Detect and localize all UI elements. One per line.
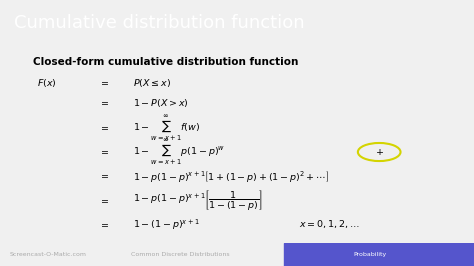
Text: $=$: $=$ — [99, 172, 109, 181]
Text: Probability: Probability — [353, 252, 386, 257]
Text: $1 - \sum_{w=x+1}^{\infty} p(1-p)^w$: $1 - \sum_{w=x+1}^{\infty} p(1-p)^w$ — [133, 138, 225, 167]
Text: $1 - (1-p)^{x+1}$: $1 - (1-p)^{x+1}$ — [133, 217, 200, 232]
FancyBboxPatch shape — [284, 243, 474, 266]
Text: $1 - \sum_{w=x+1}^{\infty} f(w)$: $1 - \sum_{w=x+1}^{\infty} f(w)$ — [133, 113, 200, 143]
Text: $=$: $=$ — [99, 98, 109, 107]
Text: $1 - p(1-p)^{x+1}\left[\dfrac{1}{1-(1-p)}\right]$: $1 - p(1-p)^{x+1}\left[\dfrac{1}{1-(1-p)… — [133, 188, 263, 212]
Text: Screencast-O-Matic.com: Screencast-O-Matic.com — [9, 252, 86, 257]
Text: $=$: $=$ — [99, 148, 109, 156]
Text: $P(X \leq x)$: $P(X \leq x)$ — [133, 77, 171, 89]
Text: $=$: $=$ — [99, 196, 109, 205]
Text: Cumulative distribution function: Cumulative distribution function — [14, 14, 305, 32]
Text: $+$: $+$ — [375, 147, 383, 157]
Text: $=$: $=$ — [99, 78, 109, 87]
Text: $1 - P(X > x)$: $1 - P(X > x)$ — [133, 97, 189, 109]
Text: $1 - p(1-p)^{x+1}\left[1 + (1-p) + (1-p)^2 + \cdots\right]$: $1 - p(1-p)^{x+1}\left[1 + (1-p) + (1-p)… — [133, 169, 328, 184]
Text: Closed-form cumulative distribution function: Closed-form cumulative distribution func… — [33, 57, 299, 66]
Text: $x = 0, 1, 2, \ldots$: $x = 0, 1, 2, \ldots$ — [299, 218, 359, 230]
Text: Common Discrete Distributions: Common Discrete Distributions — [131, 252, 229, 257]
Text: $F(x)$: $F(x)$ — [37, 77, 57, 89]
Text: $=$: $=$ — [99, 220, 109, 229]
Text: $=$: $=$ — [99, 123, 109, 132]
